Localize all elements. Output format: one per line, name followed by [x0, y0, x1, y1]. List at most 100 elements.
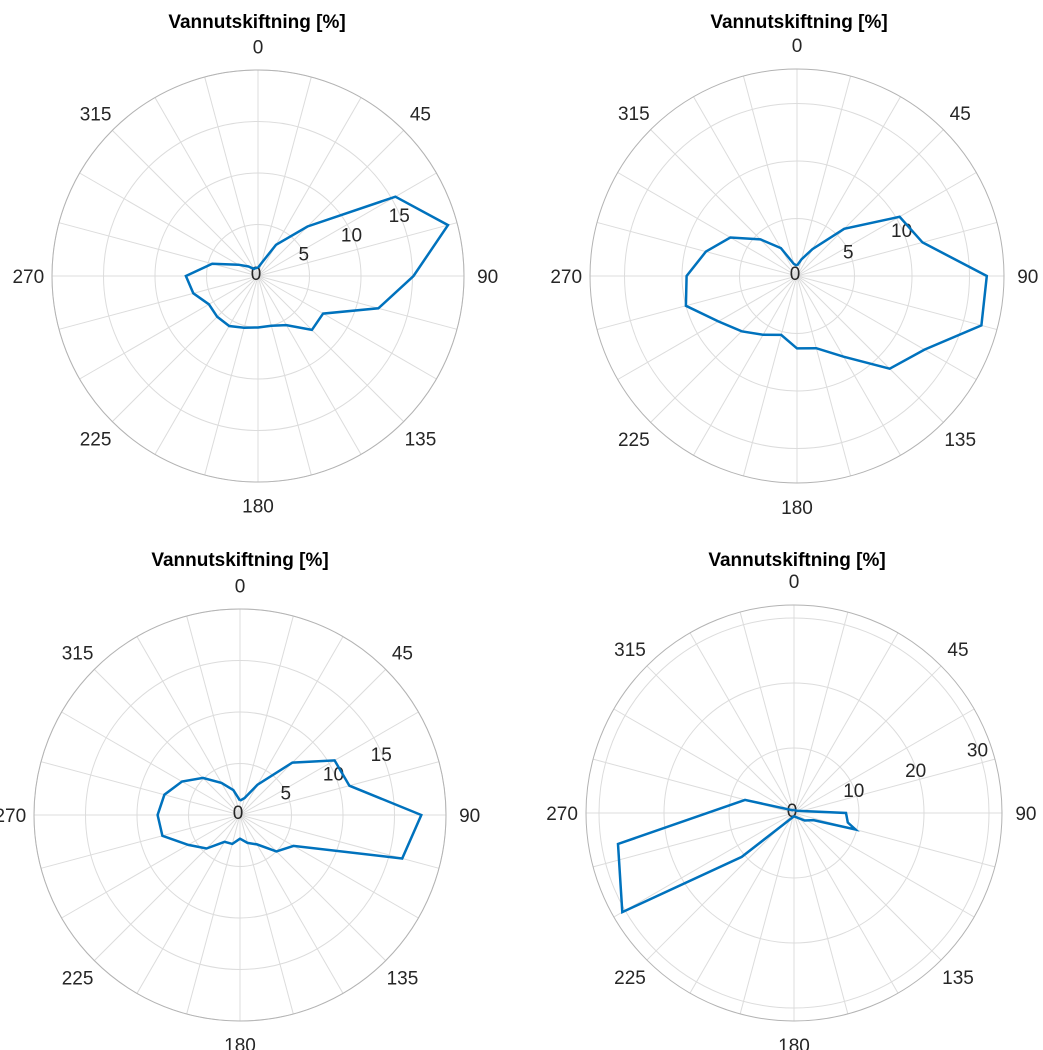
theta-gridline — [796, 275, 901, 456]
outer-ring — [33, 608, 447, 1022]
polar-chart-2: Vannutskiftning [%] 0 45 90 135 180 225 270 315… — [521, 0, 1043, 525]
theta-tick-label: 45 — [410, 105, 431, 126]
theta-gridline — [613, 812, 795, 918]
theta-tick-label: 45 — [950, 104, 971, 125]
r-tick-label: 0 — [233, 803, 244, 824]
theta-tick-label: 315 — [618, 104, 650, 125]
theta-gridline — [793, 812, 975, 918]
theta-tick-label: 270 — [550, 267, 582, 288]
theta-gridline — [793, 632, 899, 814]
r-gridline — [681, 160, 913, 392]
theta-tick-label: 225 — [62, 968, 94, 989]
theta-tick-label: 90 — [459, 806, 480, 827]
theta-tick-label: 135 — [405, 429, 437, 450]
outer-ring — [585, 604, 1003, 1022]
theta-tick-label: 0 — [789, 572, 800, 593]
theta-tick-label: 45 — [392, 644, 413, 665]
theta-tick-label: 180 — [781, 498, 813, 519]
theta-gridline — [793, 812, 942, 961]
theta-gridline — [793, 758, 996, 814]
theta-tick-label: 225 — [80, 429, 112, 450]
r-gridline — [188, 763, 292, 867]
r-tick-label: 10 — [843, 781, 864, 802]
theta-tick-label: 270 — [546, 804, 578, 825]
theta-tick-label: 270 — [0, 806, 26, 827]
r-tick-label: 5 — [280, 784, 291, 805]
r-tick-label: 5 — [843, 242, 854, 263]
theta-gridline — [739, 611, 795, 814]
theta-tick-label: 90 — [1017, 267, 1038, 288]
theta-tick-label: 45 — [947, 640, 968, 661]
theta-gridline — [796, 129, 944, 277]
polar-plot: 0 45 90 135 180 225 270 315 0 10 20 30 — [546, 572, 1036, 1050]
theta-gridline — [793, 812, 996, 868]
r-tick-label: 0 — [251, 264, 262, 285]
theta-gridline — [646, 665, 795, 814]
r-gridline — [598, 617, 990, 1009]
chart-title: Vannutskiftning [%] — [168, 12, 346, 33]
r-gridline — [154, 172, 362, 380]
chart-title: Vannutskiftning [%] — [151, 550, 329, 571]
theta-gridline — [689, 632, 795, 814]
r-tick-label: 20 — [905, 761, 926, 782]
theta-tick-label: 315 — [614, 640, 646, 661]
theta-gridline — [617, 172, 798, 277]
chart-title: Vannutskiftning [%] — [710, 12, 888, 33]
theta-gridline — [650, 275, 798, 423]
outer-ring — [51, 69, 465, 483]
polar-chart-4: Vannutskiftning [%] 0 45 90 135 180 225 270 315… — [521, 525, 1043, 1050]
theta-gridline — [796, 172, 977, 277]
theta-tick-label: 90 — [477, 267, 498, 288]
theta-gridline — [646, 812, 795, 961]
theta-gridline — [739, 812, 795, 1015]
r-tick-label: 0 — [790, 264, 801, 285]
chart-title: Vannutskiftning [%] — [708, 550, 886, 571]
r-gridline — [624, 103, 970, 449]
theta-tick-label: 135 — [387, 968, 419, 989]
r-tick-label: 0 — [787, 801, 798, 822]
polar-plot: 0 45 90 135 180 225 270 315 0 5 10 15 — [0, 576, 480, 1050]
theta-gridline — [793, 611, 849, 814]
theta-tick-label: 225 — [618, 430, 650, 451]
r-tick-label: 30 — [967, 741, 988, 762]
r-gridline — [728, 747, 860, 879]
theta-tick-label: 315 — [80, 105, 112, 126]
theta-gridline — [689, 812, 795, 994]
r-tick-label: 15 — [389, 206, 410, 227]
r-gridline — [85, 660, 395, 970]
r-tick-label: 10 — [891, 221, 912, 242]
polar-grid — [33, 608, 447, 1022]
theta-tick-label: 0 — [253, 37, 264, 58]
theta-tick-label: 0 — [235, 576, 246, 597]
theta-tick-label: 0 — [792, 36, 803, 57]
series-line — [156, 759, 423, 860]
theta-tick-label: 225 — [614, 968, 646, 989]
r-tick-label: 5 — [298, 245, 309, 266]
outer-ring — [589, 68, 1005, 484]
series-line — [184, 195, 450, 332]
theta-tick-label: 270 — [12, 267, 44, 288]
r-gridline — [663, 682, 925, 944]
r-tick-label: 15 — [371, 745, 392, 766]
theta-gridline — [793, 708, 975, 814]
theta-gridline — [613, 708, 795, 814]
theta-tick-label: 135 — [944, 430, 976, 451]
theta-gridline — [650, 129, 798, 277]
theta-gridline — [793, 665, 942, 814]
theta-tick-label: 180 — [242, 497, 274, 518]
theta-gridline — [796, 275, 977, 380]
r-gridline — [739, 218, 855, 334]
theta-tick-label: 180 — [778, 1036, 810, 1050]
r-tick-label: 10 — [323, 764, 344, 785]
theta-tick-label: 135 — [942, 968, 974, 989]
r-gridline — [136, 711, 344, 919]
theta-tick-label: 315 — [62, 644, 94, 665]
series-line — [684, 215, 989, 371]
polar-plot: 0 45 90 135 180 225 270 315 0 5 10 15 — [12, 37, 498, 518]
theta-tick-label: 180 — [224, 1036, 256, 1050]
polar-chart-1: Vannutskiftning [%] 0 45 90 135 180 225 270 315… — [0, 0, 521, 525]
theta-tick-label: 90 — [1015, 804, 1036, 825]
series-line — [616, 798, 860, 915]
theta-gridline — [592, 812, 795, 868]
theta-gridline — [617, 275, 798, 380]
